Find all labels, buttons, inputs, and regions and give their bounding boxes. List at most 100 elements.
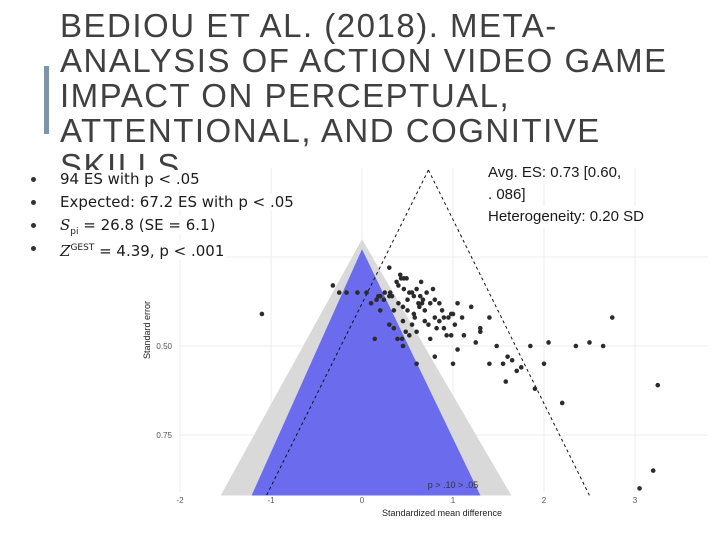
data-point [532,386,538,392]
bullet-list: 94 ES with p < .05 Expected: 67.2 ES wit… [31,168,296,260]
data-point [441,325,447,331]
data-point [401,286,407,292]
x-tick-label: -2 [176,496,184,505]
data-point [355,290,360,295]
data-point [528,343,533,349]
data-point [448,333,454,338]
data-point [336,290,342,295]
data-point [382,290,388,295]
x-axis-label: Standardized mean difference [382,508,502,518]
data-point [404,276,409,281]
data-point [430,286,436,292]
data-point [494,343,499,349]
data-point [446,315,451,320]
x-tick-label: 3 [633,496,638,505]
data-point [509,357,515,363]
data-point [397,272,403,278]
data-point [387,293,392,299]
data-point [546,340,551,345]
data-point [419,300,425,306]
y-tick-label: 0.50 [156,342,172,351]
bullet-item: 94 ES with p < .05 [31,168,296,191]
data-point [518,365,524,370]
data-point [374,297,379,303]
data-point [432,315,438,320]
data-point [439,308,445,313]
data-point [637,486,642,491]
bullet-text: 94 ES with p < .05 [60,170,202,188]
data-point [427,300,433,306]
data-point [400,343,406,349]
data-point [573,343,579,349]
data-point [387,290,393,295]
bullet-text: = 4.39, p < .001 [94,242,225,260]
data-point [478,329,483,335]
data-point [407,290,412,295]
data-point [444,333,449,338]
data-point [414,329,419,335]
data-point [609,315,615,320]
data-point [414,286,419,292]
data-point [655,382,661,388]
data-point [417,304,422,310]
bullet-item: Spi = 26.8 (SE = 6.1) [31,214,296,237]
data-point [505,354,510,359]
bullet-text: = 26.8 (SE = 6.1) [78,216,216,234]
data-point [455,300,460,306]
bullet-item: Expected: 67.2 ES with p < .05 [31,191,296,214]
data-point [391,308,397,313]
data-point [409,322,415,327]
bullet-item: ZGEST = 4.39, p < .001 [31,237,296,260]
data-point [437,318,442,324]
data-point [418,279,424,285]
title-accent-bar [44,66,49,134]
y-tick-label: 0.75 [156,431,172,440]
data-point [459,315,465,320]
data-point [514,368,519,374]
data-point [414,361,419,367]
data-point [407,333,412,338]
data-point [422,318,428,324]
data-point [437,300,442,306]
data-point [381,297,387,303]
data-point [396,283,401,288]
funnel-line-right [427,169,590,496]
data-point [403,329,408,335]
avg-es-ci-line: . 086] [488,184,526,206]
data-point [405,297,410,303]
data-point [500,361,506,367]
data-point [368,300,374,306]
x-tick-label: 2 [542,496,547,505]
data-point [424,290,429,295]
bullet-variable: Z [60,242,71,260]
data-point [372,336,378,342]
data-point [461,333,467,338]
data-point [416,300,421,306]
bullet-text: Expected: 67.2 ES with p < .05 [60,193,296,211]
data-point [650,468,656,473]
region-annotation: p > .10 > .05 [428,480,479,490]
data-point [450,361,456,367]
data-point [399,336,405,342]
data-point [434,325,439,331]
data-point [420,297,426,303]
data-point [387,265,392,270]
data-point [455,347,460,352]
data-point [377,308,383,313]
data-point [473,340,479,345]
data-point [559,400,565,406]
data-point [330,283,336,288]
data-point [468,304,474,310]
bullet-superscript: GEST [70,243,95,253]
data-point [400,304,406,310]
data-point [487,361,492,367]
data-point [503,379,509,384]
data-point [259,311,265,317]
data-point [487,315,492,320]
significance-region [251,249,481,496]
data-point [376,293,381,299]
y-axis-label: Standard error [142,301,152,359]
data-point [344,290,349,295]
data-point [427,336,433,342]
